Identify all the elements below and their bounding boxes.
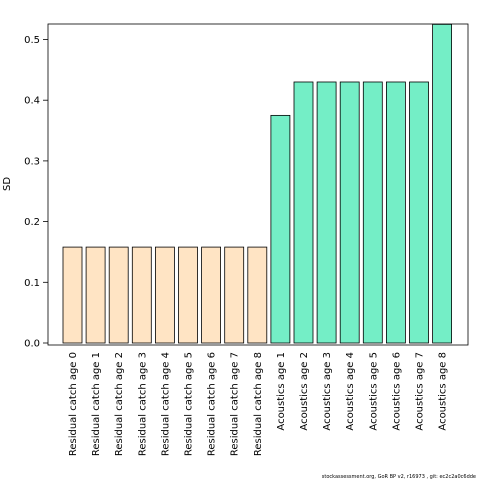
x-tick-label-16: Acoustics age 8 (438, 352, 449, 431)
x-tick-label-7: Residual catch age 7 (230, 352, 241, 456)
bar-10 (293, 81, 314, 344)
y-tick-label-0: 0.0 (24, 339, 40, 350)
y-tick-label-2: 0.2 (24, 217, 40, 228)
bar-7 (224, 246, 245, 344)
y-axis: 0.0 0.1 0.2 0.3 0.4 0.5 (24, 35, 48, 350)
y-tick-label-5: 0.5 (24, 35, 40, 46)
y-axis-title: SD (2, 177, 13, 191)
x-tick-label-14: Acoustics age 6 (391, 352, 402, 431)
x-tick-label-3: Residual catch age 3 (137, 352, 148, 456)
x-tick-label-5: Residual catch age 5 (184, 352, 195, 456)
bar-8 (247, 246, 268, 344)
y-tick-label-1: 0.1 (24, 278, 40, 289)
x-tick-label-10: Acoustics age 2 (299, 352, 310, 431)
bar-3 (131, 246, 152, 344)
x-tick-label-11: Acoustics age 3 (322, 352, 333, 431)
x-tick-label-2: Residual catch age 2 (114, 352, 125, 456)
x-tick-label-0: Residual catch age 0 (68, 352, 79, 456)
y-tick-label-3: 0.3 (24, 156, 40, 167)
bar-1 (85, 246, 106, 344)
bar-16 (432, 23, 453, 344)
bar-2 (108, 246, 129, 344)
bar-12 (339, 81, 360, 344)
x-tick-label-13: Acoustics age 5 (368, 352, 379, 431)
footer-text: stockassessment.org, GoR BP v2, r16973 ,… (322, 474, 476, 480)
bar-6 (201, 246, 222, 344)
x-tick-label-6: Residual catch age 6 (207, 352, 218, 456)
bar-9 (270, 114, 291, 344)
x-axis-labels: Residual catch age 0 Residual catch age 1… (68, 352, 449, 456)
bar-13 (362, 81, 383, 344)
bar-4 (154, 246, 175, 344)
x-tick-label-9: Acoustics age 1 (276, 352, 287, 431)
x-tick-label-8: Residual catch age 8 (253, 352, 264, 456)
x-tick-label-15: Acoustics age 7 (415, 352, 426, 431)
x-tick-label-1: Residual catch age 1 (91, 352, 102, 456)
x-tick-label-12: Acoustics age 4 (345, 352, 356, 431)
bar-11 (316, 81, 337, 344)
y-tick-label-4: 0.4 (24, 96, 40, 107)
bar-14 (385, 81, 406, 344)
bar-5 (178, 246, 198, 344)
bars (62, 23, 453, 344)
bar-15 (409, 81, 429, 344)
bar-0 (62, 246, 83, 344)
x-tick-label-4: Residual catch age 4 (160, 352, 171, 456)
plot-frame (47, 23, 469, 346)
